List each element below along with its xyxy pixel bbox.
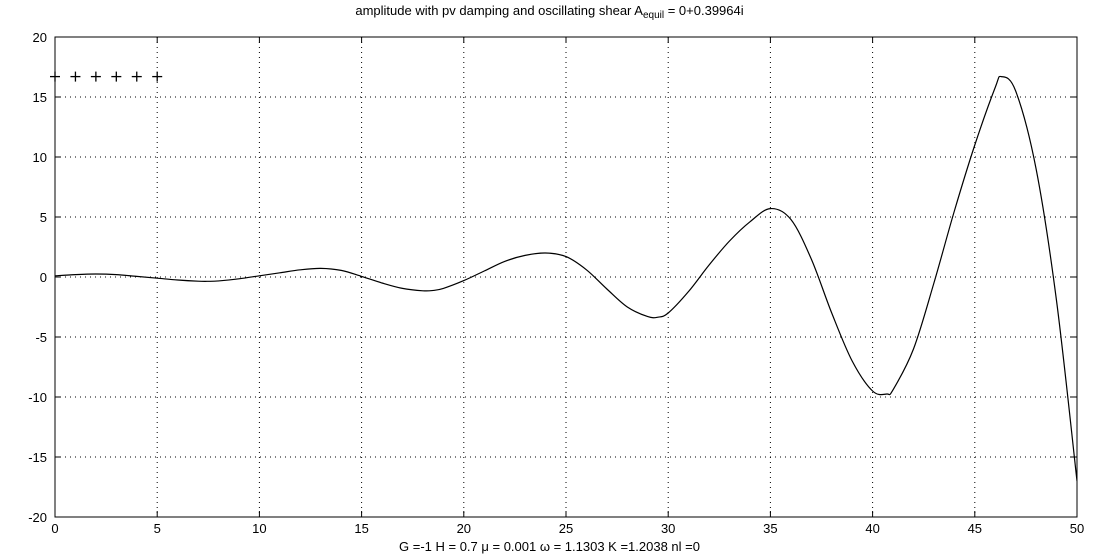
grid-lines [55,37,1077,517]
x-tick-label: 50 [1070,521,1084,536]
data-series [50,71,1077,482]
plus-marker [152,71,163,82]
chart-title-main: amplitude with pv damping and oscillatin… [355,3,643,18]
plus-marker [50,71,60,82]
plus-marker [70,71,81,82]
x-tick-label: 45 [968,521,982,536]
x-tick-label: 15 [354,521,368,536]
axis-ticks [54,36,1078,518]
x-tick-label: 20 [457,521,471,536]
x-tick-labels: 0 5 10 15 20 25 30 35 40 45 50 [51,521,1084,536]
x-axis-label: G =-1 H = 0.7 μ = 0.001 ω = 1.1303 K =1.… [399,539,700,554]
y-tick-label: 5 [40,210,47,225]
y-tick-label: 0 [40,270,47,285]
y-tick-label: 20 [33,30,47,45]
y-tick-label: 10 [33,150,47,165]
y-tick-label: -20 [28,510,47,525]
y-tick-label: 15 [33,90,47,105]
x-tick-label: 0 [51,521,58,536]
x-tick-label: 40 [865,521,879,536]
y-tick-labels: -20 -15 -10 -5 0 5 10 15 20 [28,30,47,525]
plus-marker [131,71,142,82]
chart-title-tail: = 0+0.39964i [664,3,744,18]
chart-title: amplitude with pv damping and oscillatin… [0,3,1099,21]
chart-title-subscript: equil [642,10,665,21]
x-tick-label: 30 [661,521,675,536]
x-tick-label: 25 [559,521,573,536]
plus-marker [90,71,101,82]
x-tick-label: 5 [154,521,161,536]
y-tick-label: -5 [35,330,47,345]
y-tick-label: -15 [28,450,47,465]
amplitude-series-line [55,75,1077,482]
x-tick-label: 35 [763,521,777,536]
y-tick-label: -10 [28,390,47,405]
plus-marker [111,71,122,82]
x-tick-label: 10 [252,521,266,536]
